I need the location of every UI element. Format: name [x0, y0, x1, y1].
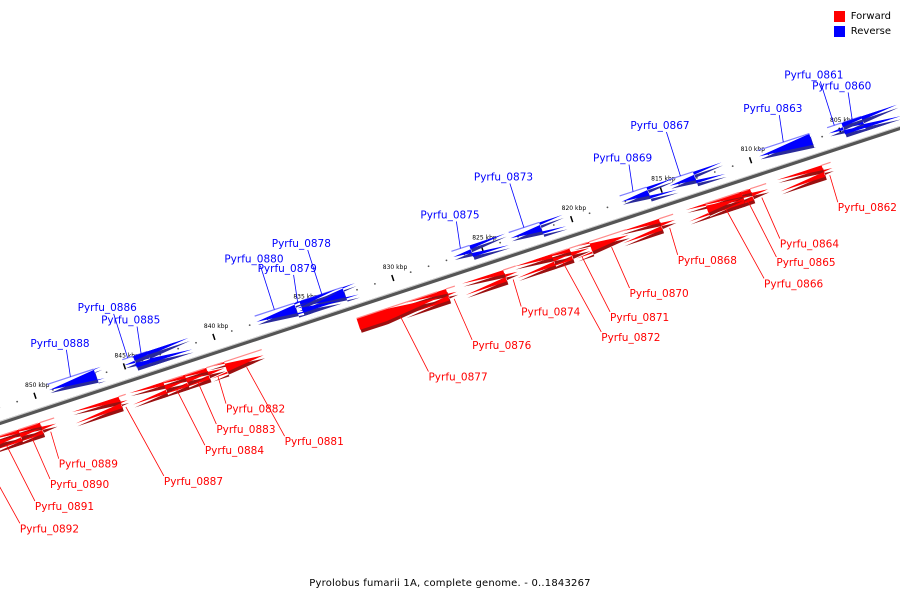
legend-reverse-label: Reverse: [851, 26, 891, 37]
gene-label-text: Pyrfu_0891: [35, 501, 94, 513]
gene-label[interactable]: Pyrfu_0864: [762, 198, 840, 251]
legend-forward-label: Forward: [851, 11, 891, 22]
gene-label[interactable]: Pyrfu_0873: [474, 171, 533, 227]
gene-label-text: Pyrfu_0889: [59, 459, 118, 471]
gene-label[interactable]: Pyrfu_0869: [593, 153, 652, 192]
gene-label[interactable]: Pyrfu_0868: [670, 228, 737, 267]
axis-tick: 815 kbp: [589, 176, 676, 214]
gene-label-text: Pyrfu_0882: [226, 404, 285, 416]
gene-label[interactable]: Pyrfu_0867: [630, 120, 689, 176]
gene-label-text: Pyrfu_0869: [593, 153, 652, 165]
gene-label-text: Pyrfu_0892: [20, 523, 79, 535]
tick-label: 840 kbp: [204, 323, 229, 330]
gene-label-text: Pyrfu_0865: [776, 257, 835, 269]
gene-label[interactable]: Pyrfu_0862: [830, 175, 897, 214]
gene-label[interactable]: Pyrfu_0876: [454, 299, 532, 352]
gene-label[interactable]: Pyrfu_0882: [218, 377, 285, 416]
gene-label-text: Pyrfu_0862: [838, 202, 897, 214]
gene-label-text: Pyrfu_0863: [743, 103, 802, 115]
gene-label-text: Pyrfu_0890: [50, 479, 109, 491]
gene-label-text: Pyrfu_0877: [428, 372, 487, 384]
tick-label: 850 kbp: [25, 382, 50, 389]
gene-label-text: Pyrfu_0861: [784, 69, 843, 81]
gene-label[interactable]: Pyrfu_0885: [101, 315, 160, 354]
gene-label-text: Pyrfu_0886: [78, 302, 138, 314]
gene-label-text: Pyrfu_0873: [474, 171, 533, 183]
gene-label-text: Pyrfu_0883: [216, 424, 275, 436]
gene-label[interactable]: Pyrfu_0872: [563, 263, 660, 344]
gene-feature[interactable]: [72, 394, 129, 426]
gene-label-text: Pyrfu_0881: [285, 436, 344, 448]
legend-item-forward: Forward: [834, 9, 891, 24]
gene-label-text: Pyrfu_0868: [678, 255, 737, 267]
tick-label: 820 kbp: [562, 205, 587, 212]
gene-label-text: Pyrfu_0880: [224, 254, 283, 266]
gene-label-text: Pyrfu_0888: [30, 338, 89, 350]
gene-label-text: Pyrfu_0864: [780, 239, 840, 251]
gene-label[interactable]: Pyrfu_0875: [420, 209, 479, 248]
gene-label-text: Pyrfu_0860: [812, 80, 871, 92]
gene-label-text: Pyrfu_0885: [101, 315, 160, 327]
strand-legend: Forward Reverse: [834, 9, 891, 39]
gene-label[interactable]: Pyrfu_0860: [812, 80, 871, 119]
gene-label-text: Pyrfu_0878: [272, 238, 331, 250]
gene-feature[interactable]: [356, 292, 440, 333]
gene-label-text: Pyrfu_0867: [630, 120, 689, 132]
gene-label[interactable]: Pyrfu_0888: [30, 338, 89, 377]
gene-feature[interactable]: [668, 162, 727, 188]
gene-label-text: Pyrfu_0874: [521, 306, 581, 318]
gene-label-text: Pyrfu_0876: [472, 340, 532, 352]
gene-feature[interactable]: [208, 350, 265, 382]
tick-label: 830 kbp: [383, 264, 408, 271]
forward-swatch: [834, 11, 845, 22]
gene-label[interactable]: Pyrfu_0865: [748, 202, 835, 269]
legend-item-reverse: Reverse: [834, 24, 891, 39]
genome-caption: Pyrolobus fumarii 1A, complete genome. -…: [0, 578, 900, 589]
gene-label[interactable]: Pyrfu_0863: [743, 103, 802, 142]
gene-label-text: Pyrfu_0875: [420, 209, 479, 221]
gene-label[interactable]: Pyrfu_0880: [224, 254, 283, 310]
gene-label-text: Pyrfu_0871: [610, 312, 669, 324]
gene-feature[interactable]: [757, 133, 816, 159]
gene-label-text: Pyrfu_0887: [164, 476, 223, 488]
gene-label-text: Pyrfu_0872: [601, 332, 660, 344]
gene-label-text: Pyrfu_0866: [764, 278, 824, 290]
gene-label[interactable]: Pyrfu_0874: [513, 279, 581, 318]
reverse-swatch: [834, 26, 845, 37]
gene-label-text: Pyrfu_0884: [205, 445, 265, 457]
gene-label-text: Pyrfu_0870: [630, 288, 689, 300]
gene-label[interactable]: Pyrfu_0889: [51, 432, 118, 471]
